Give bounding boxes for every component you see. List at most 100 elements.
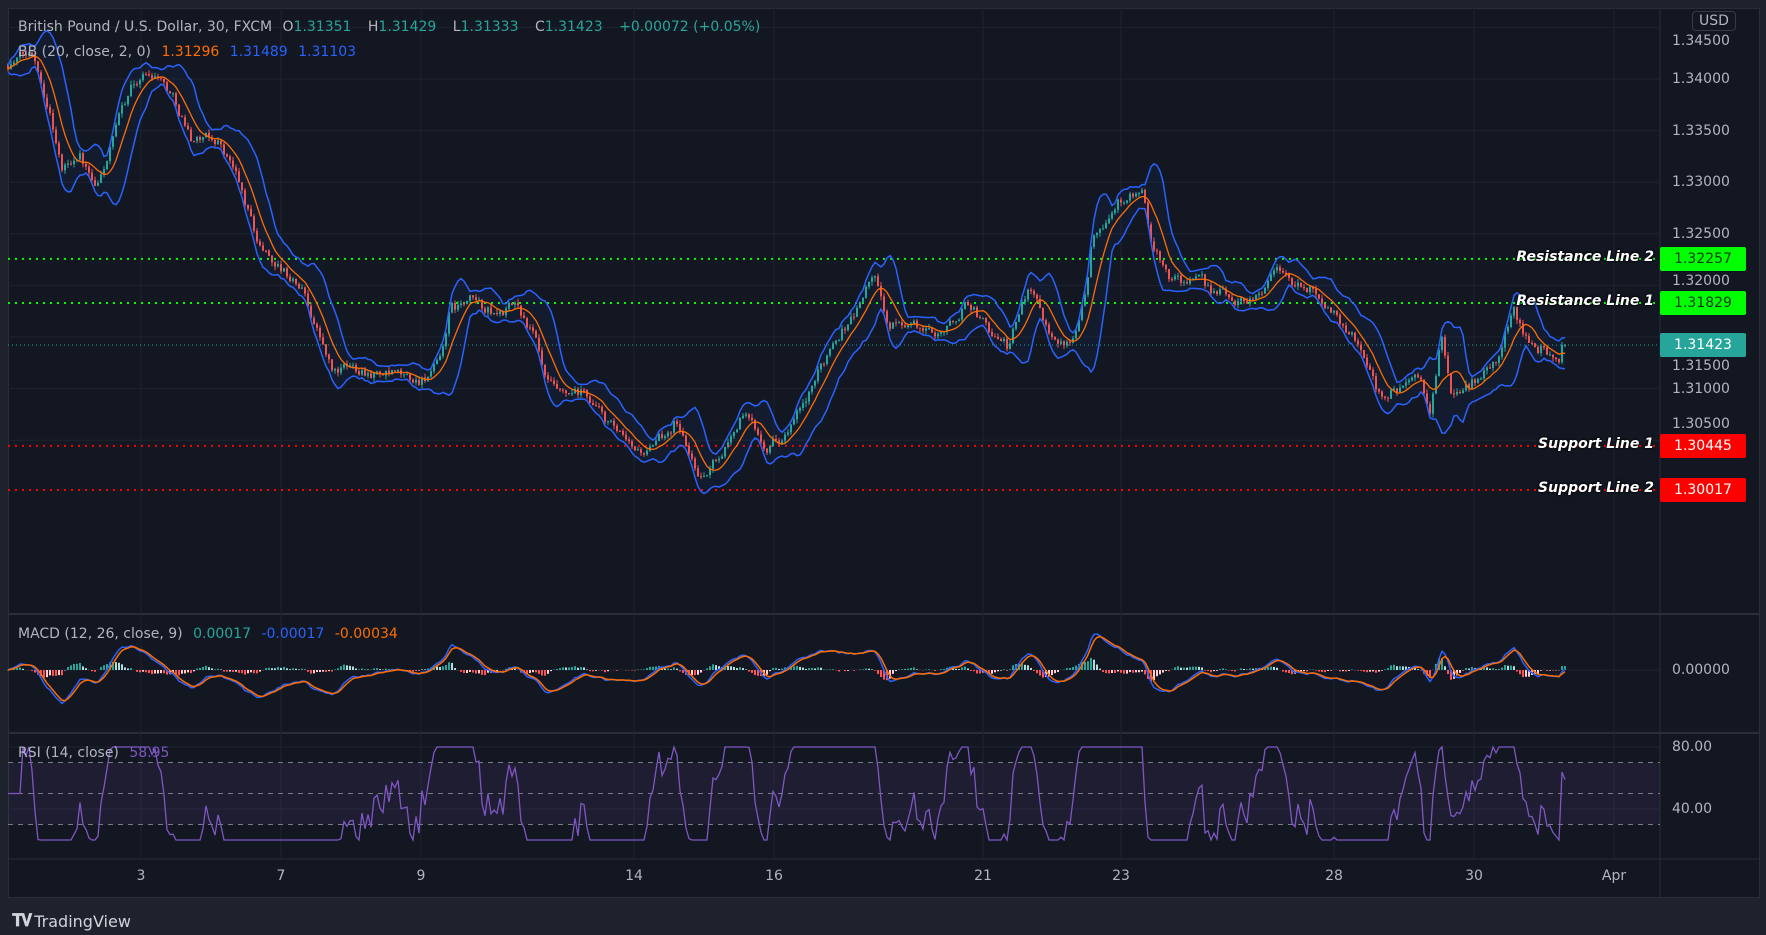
macd-histogram-bar [1129,670,1131,673]
macd-histogram-bar [1051,670,1053,676]
macd-histogram-bar [1132,670,1134,673]
price-axis-label: 1.33000 [1672,174,1730,191]
macd-histogram-bar [913,667,915,670]
macd-histogram-bar [889,670,891,679]
price-level-label[interactable]: Support Line 2 [1538,480,1654,497]
candle-body [481,299,483,309]
macd-histogram-bar [349,665,351,670]
macd-histogram-bar [1057,670,1059,673]
candle-body [706,475,708,477]
price-level-label[interactable]: Resistance Line 1 [1516,293,1654,310]
macd-histogram-bar [1429,670,1431,677]
candle-body [1273,270,1275,275]
candle-body [736,429,738,432]
macd-histogram-bar [709,666,711,670]
candle-body [727,442,729,447]
candle-body [1549,354,1551,356]
macd-histogram-bar [586,669,588,670]
tradingview-brand[interactable]: 𝐓𝐕 TradingView [12,911,131,931]
candle-body [1393,388,1395,391]
candle-body [865,286,867,298]
candle-body [280,264,282,272]
candle-body [625,434,627,440]
macd-histogram-bar [463,670,465,674]
macd-histogram-bar [283,666,285,670]
candle-body [997,336,999,340]
candle-body [1189,280,1191,284]
bb-legend[interactable]: BB (20, close, 2, 0) 1.31296 1.31489 1.3… [18,44,362,60]
candle-body [1372,369,1374,377]
macd-histogram-bar [244,670,246,675]
candle-body [1060,341,1062,344]
candle-body [442,346,444,357]
macd-histogram-bar [1138,670,1140,673]
macd-histogram-bar [592,670,594,672]
macd-histogram-bar [949,666,951,670]
candle-body [1069,341,1071,343]
macd-histogram-bar [529,670,531,673]
candle-body [1369,365,1371,370]
candle-body [562,389,564,391]
candle-body [55,129,57,144]
candle-body [979,316,981,318]
rsi-legend[interactable]: RSI (14, close) 58.95 [18,745,175,761]
candle-body [1498,356,1500,363]
price-axis-label: 1.31500 [1672,358,1730,374]
price-level-label[interactable]: Resistance Line 2 [1516,248,1654,265]
candle-body [1360,344,1362,351]
macd-histogram-bar [1507,665,1509,670]
macd-label[interactable]: MACD (12, 26, close, 9) [18,626,183,642]
candle-body [151,75,153,79]
candle-body [1219,289,1221,295]
macd-histogram-bar [472,670,474,673]
candle-body [1282,270,1284,273]
macd-histogram-bar [1216,670,1218,671]
macd-histogram-bar [844,670,846,672]
macd-histogram-bar [208,667,210,670]
price-axis-label: 1.31000 [1672,380,1730,397]
candle-body [121,105,123,114]
macd-legend[interactable]: MACD (12, 26, close, 9) 0.00017 -0.00017… [18,626,404,642]
macd-histogram-bar [13,668,15,670]
macd-histogram-bar [874,670,876,671]
macd-histogram-bar [217,668,219,670]
bb-lower-value: 1.31103 [298,44,357,60]
candle-body [160,78,162,80]
candle-body [1444,337,1446,356]
candle-body [1336,310,1338,315]
candle-body [1036,294,1038,300]
candle-body [1459,392,1461,394]
candle-body [1276,267,1278,271]
macd-histogram-bar [187,670,189,673]
candle-body [172,93,174,95]
candle-body [118,113,120,125]
candle-body [946,325,948,332]
candle-body [289,276,291,282]
macd-histogram-bar [1318,670,1320,672]
macd-histogram-bar [742,668,744,670]
candle-body [922,328,924,331]
candle-body [70,163,72,165]
candle-body [364,370,366,376]
candle-body [541,350,543,365]
candle-body [457,305,459,310]
symbol-title[interactable]: British Pound / U.S. Dollar, 30, FXCM [18,19,273,35]
macd-histogram-bar [634,670,636,671]
macd-histogram-bar [1450,670,1452,680]
candle-body [1153,241,1155,251]
candle-body [877,276,879,286]
currency-button[interactable]: USD [1692,11,1736,31]
macd-histogram-bar [1006,670,1008,671]
macd-histogram-bar [580,667,582,670]
price-level-label[interactable]: Support Line 1 [1538,435,1654,452]
chart-frame [8,8,1760,898]
candle-body [1354,332,1356,341]
candle-body [595,404,597,407]
bb-label[interactable]: BB (20, close, 2, 0) [18,44,151,60]
macd-histogram-bar [211,668,213,670]
candle-body [88,166,90,173]
candle-body [436,359,438,365]
candle-body [1168,269,1170,280]
rsi-label[interactable]: RSI (14, close) [18,745,119,761]
